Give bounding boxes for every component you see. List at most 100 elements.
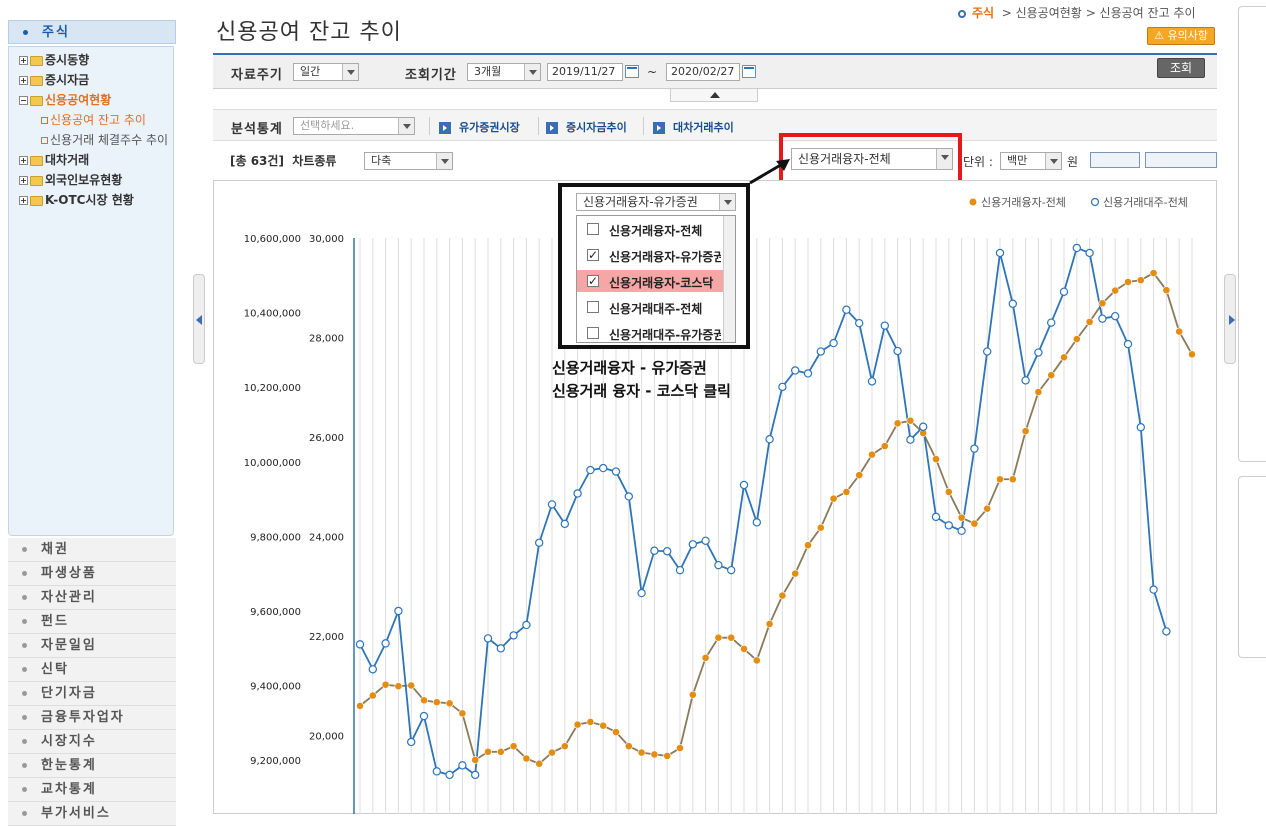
chevron-down-icon — [524, 64, 540, 80]
collapse-right-handle[interactable] — [1224, 274, 1236, 364]
category-label: 자문일임 — [41, 638, 97, 653]
expand-icon[interactable]: + — [19, 76, 28, 85]
popup-option[interactable]: 신용거래대주-전체 — [577, 296, 723, 318]
tree-item[interactable]: + 증시자금 — [19, 71, 89, 89]
breadcrumb-level1[interactable]: > 신용공여현황 — [1001, 6, 1082, 20]
popup-option[interactable]: ✓ 신용거래융자-유가증권 — [577, 244, 723, 266]
tree-item[interactable]: − 신용공여현황 — [19, 91, 111, 109]
category-item[interactable]: 신탁 — [8, 658, 176, 682]
calendar-icon[interactable] — [742, 65, 756, 78]
expand-icon[interactable]: + — [19, 176, 28, 185]
data-point-short — [701, 536, 710, 545]
popup-option[interactable]: 신용거래융자-전체 — [577, 218, 723, 240]
tree-subitem[interactable]: 신용거래 체결주수 추이 — [41, 131, 175, 149]
checkbox[interactable] — [587, 223, 599, 235]
tree-item[interactable]: + 대차거래 — [19, 151, 89, 169]
range-label: 조회기간 — [405, 68, 457, 83]
checkbox[interactable]: ✓ — [587, 274, 599, 288]
collapse-toggle[interactable] — [670, 89, 758, 102]
link-lending-trend[interactable]: 대차거래추이 — [653, 119, 734, 135]
table-view-icon[interactable] — [1145, 152, 1217, 168]
link-market-funds[interactable]: 증시자금추이 — [546, 119, 627, 135]
chart-type-select[interactable]: 다축 — [364, 152, 453, 170]
expand-icon[interactable]: + — [19, 196, 28, 205]
data-point-loan — [970, 519, 979, 528]
category-label: 한눈통계 — [41, 758, 97, 773]
query-button[interactable]: 조회 — [1157, 58, 1205, 78]
data-point-short — [1047, 318, 1056, 327]
range-select[interactable]: 3개월 — [467, 63, 541, 81]
breadcrumb-level2[interactable]: > 신용공여 잔고 추이 — [1085, 6, 1196, 20]
category-item[interactable]: 한눈통계 — [8, 754, 176, 778]
analysis-select[interactable]: 선택하세요. — [293, 117, 415, 135]
chart-type-label: 차트종류 — [292, 154, 337, 168]
bullet-icon — [22, 787, 27, 792]
right-axis-tick: 24,000 — [309, 533, 344, 544]
legend-marker-short — [1090, 197, 1100, 207]
date-to-input[interactable]: 2020/02/27 — [666, 63, 740, 81]
data-point-loan — [893, 419, 902, 428]
data-point-short — [611, 467, 621, 476]
category-item[interactable]: 부가서비스 — [8, 802, 176, 826]
category-item[interactable]: 금융투자업자 — [8, 706, 176, 730]
folder-icon — [30, 195, 43, 206]
date-from-input[interactable]: 2019/11/27 — [547, 63, 623, 81]
chart-view-icon[interactable] — [1090, 152, 1140, 168]
tree-item[interactable]: + 외국인보유현황 — [19, 171, 122, 189]
data-point-loan — [1136, 276, 1145, 285]
checkbox[interactable]: ✓ — [587, 248, 599, 262]
category-item[interactable]: 파생상품 — [8, 562, 176, 586]
category-label: 펀드 — [41, 614, 69, 629]
category-label: 주식 — [42, 25, 70, 40]
category-item[interactable]: 자산관리 — [8, 586, 176, 610]
checkbox[interactable] — [587, 327, 599, 339]
tree-item[interactable]: + 증시동향 — [19, 51, 89, 69]
collapse-icon[interactable]: − — [19, 96, 28, 105]
data-point-loan — [535, 759, 544, 768]
checkbox[interactable] — [587, 301, 599, 313]
period-select[interactable]: 일간 — [293, 63, 359, 81]
data-point-short — [458, 761, 467, 770]
link-kospi-market[interactable]: 유가증권시장 — [439, 119, 520, 135]
category-item[interactable]: 교차통계 — [8, 778, 176, 802]
category-item[interactable]: 단기자금 — [8, 682, 176, 706]
unit-select[interactable]: 백만 — [1000, 152, 1062, 170]
calendar-icon[interactable] — [625, 65, 639, 78]
data-point-loan — [1111, 286, 1120, 295]
data-point-short — [791, 366, 800, 375]
data-point-short — [381, 639, 390, 648]
notice-button[interactable]: ⚠ 유의사항 — [1147, 27, 1215, 45]
bullet-icon — [22, 691, 27, 696]
popup-option[interactable]: 신용거래대주-유가증권 — [577, 322, 723, 342]
data-point-short — [419, 711, 429, 721]
data-point-short — [1111, 311, 1120, 321]
data-point-loan — [509, 742, 518, 751]
popup-option[interactable]: ✓ 신용거래융자-코스닥 — [577, 270, 723, 292]
tree-subitem[interactable]: 신용공여 잔고 추이 — [41, 111, 175, 129]
data-point-loan — [855, 471, 864, 480]
category-stock[interactable]: 주식 — [8, 20, 176, 44]
legend-label-loan: 신용거래융자-전체 — [981, 196, 1066, 209]
expand-icon[interactable]: + — [19, 156, 28, 165]
series-select[interactable]: 신용거래융자-전체 — [791, 148, 953, 170]
category-item[interactable]: 시장지수 — [8, 730, 176, 754]
popup-select[interactable]: 신용거래융자-유가증권 — [576, 193, 736, 211]
data-point-loan — [983, 504, 992, 513]
link-label: 대차거래추이 — [673, 121, 734, 134]
right-axis-tick: 26,000 — [309, 433, 344, 444]
category-item[interactable]: 채권 — [8, 538, 176, 562]
analysis-select-value: 선택하세요. — [300, 119, 355, 132]
breadcrumb-home[interactable]: 주식 — [972, 6, 995, 20]
collapse-left-handle[interactable] — [193, 274, 205, 364]
tree-item-label: 증시자금 — [45, 73, 90, 87]
data-point-short — [816, 347, 826, 356]
category-item[interactable]: 펀드 — [8, 610, 176, 634]
expand-icon[interactable]: + — [19, 56, 28, 65]
tree-item[interactable]: + K-OTC시장 현황 — [19, 191, 134, 209]
left-axis-tick: 9,200,000 — [250, 756, 301, 767]
data-point-loan — [701, 653, 710, 662]
scrollbar[interactable] — [723, 216, 735, 342]
tree-subitem-label: 신용공여 잔고 추이 — [50, 113, 146, 127]
data-point-short — [1098, 314, 1107, 323]
category-item[interactable]: 자문일임 — [8, 634, 176, 658]
